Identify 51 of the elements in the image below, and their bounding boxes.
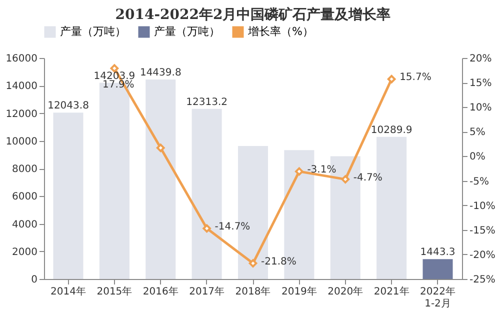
- data-label: 1443.3: [420, 247, 456, 258]
- data-label: 10289.9: [370, 124, 412, 136]
- y2-tick-label: -5%: [470, 176, 489, 188]
- bar: [146, 80, 176, 279]
- chart-title: 2014-2022年2月中国磷矿石产量及增长率: [115, 6, 391, 23]
- y-tick-label: 12000: [6, 108, 38, 120]
- legend-label: 产量（万吨）: [60, 25, 126, 38]
- y-tick-label: 2000: [12, 246, 38, 258]
- y-tick-label: 8000: [12, 164, 38, 175]
- legend-label: 增长率（%）: [247, 25, 314, 38]
- x-tick-label: 2021年: [374, 286, 410, 298]
- y2-tick-label: -20%: [470, 250, 496, 261]
- y2-tick-label: 5%: [470, 127, 486, 138]
- x-tick-label: 2019年: [281, 286, 317, 298]
- data-label: 14439.8: [140, 68, 182, 79]
- y-tick-label: 4000: [12, 219, 38, 230]
- data-label: -4.7%: [353, 172, 382, 184]
- y-tick-label: 6000: [12, 192, 38, 203]
- y-tick-label: 16000: [6, 54, 38, 64]
- y2-tick-label: -10%: [470, 200, 496, 212]
- bar: [53, 112, 84, 279]
- x-tick-label: 2015年: [96, 286, 132, 298]
- x-tick-label: 2022年 1-2月: [420, 286, 456, 310]
- point: [341, 175, 350, 184]
- y2-tick-label: 0%: [470, 152, 486, 163]
- y-tick-label: 10000: [6, 136, 38, 148]
- x-tick-label: 2018年: [235, 286, 271, 298]
- y-tick-label: 14000: [6, 81, 38, 92]
- bar: [422, 259, 453, 279]
- y2-tick-label: 20%: [470, 54, 492, 64]
- y2-tick-label: -15%: [470, 225, 496, 236]
- x-tick-label: 2017年: [189, 286, 225, 298]
- y-tick-label: 0: [31, 274, 38, 286]
- x-tick-label: 2020年: [328, 286, 364, 298]
- data-label: 15.7%: [400, 72, 432, 84]
- data-label: 12043.8: [48, 100, 89, 112]
- x-tick-label: 2016年: [142, 286, 178, 298]
- data-label: -21.8%: [261, 256, 296, 268]
- data-label: -3.1%: [307, 164, 336, 176]
- point: [295, 167, 304, 176]
- point: [202, 224, 211, 233]
- data-label: 12313.2: [186, 96, 228, 108]
- legend-label: 产量（万吨）: [154, 25, 220, 38]
- data-label: -14.7%: [214, 221, 250, 232]
- point: [248, 259, 258, 268]
- y2-tick-label: 15%: [470, 78, 492, 90]
- y2-tick-label: -25%: [470, 274, 496, 286]
- y2-tick-label: 10%: [470, 102, 492, 114]
- x-tick-label: 2014年: [50, 286, 86, 298]
- point: [156, 144, 165, 152]
- point: [387, 74, 396, 84]
